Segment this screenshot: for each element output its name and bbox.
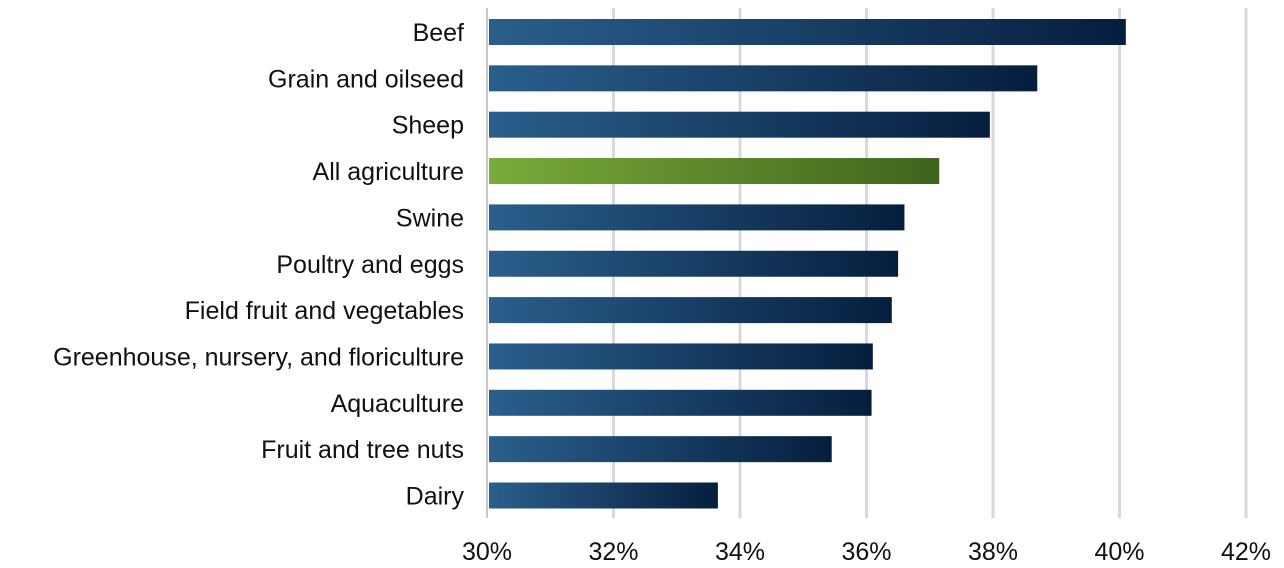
x-axis-ticks: 30% 32% 34% 36% 38% 40% 42%	[462, 538, 1271, 566]
x-tick-label: 38%	[968, 538, 1018, 566]
x-tick-label: 36%	[841, 538, 891, 566]
category-label: Dairy	[406, 483, 465, 511]
bar	[489, 111, 990, 138]
bar	[489, 250, 899, 277]
bar	[489, 204, 905, 231]
x-tick-label: 34%	[715, 538, 765, 566]
x-tick-label: 32%	[588, 538, 638, 566]
bar	[489, 436, 832, 463]
bar	[489, 343, 873, 370]
bars	[489, 19, 1126, 509]
bar	[489, 297, 892, 324]
category-labels: Beef Grain and oilseed Sheep All agricultur…	[53, 19, 464, 511]
category-label: Beef	[413, 19, 464, 47]
category-label: Poultry and eggs	[276, 251, 464, 279]
bar	[489, 389, 872, 416]
category-label: Swine	[396, 204, 464, 232]
bar	[489, 482, 718, 509]
category-label: Sheep	[392, 112, 464, 140]
category-label: Aquaculture	[331, 390, 464, 418]
bar	[489, 65, 1038, 92]
category-label: Greenhouse, nursery, and floriculture	[53, 343, 464, 371]
category-label: Grain and oilseed	[268, 65, 464, 93]
x-tick-label: 40%	[1094, 538, 1144, 566]
category-label: Field fruit and vegetables	[185, 297, 464, 325]
category-label: All agriculture	[313, 158, 464, 186]
x-tick-label: 30%	[462, 538, 512, 566]
x-tick-label: 42%	[1221, 538, 1271, 566]
category-label: Fruit and tree nuts	[261, 436, 464, 464]
bar-highlight	[489, 158, 940, 185]
bar	[489, 19, 1126, 45]
